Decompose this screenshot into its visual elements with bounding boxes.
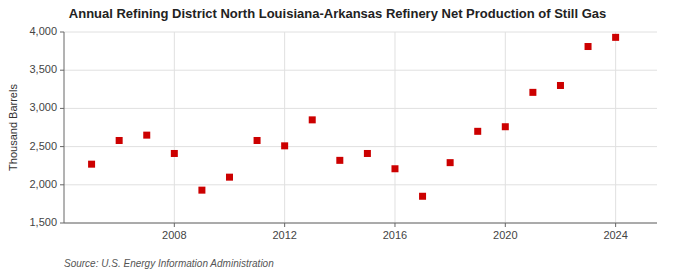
x-tick-label: 2008 [162, 229, 186, 241]
point [143, 132, 150, 139]
y-grid-line [64, 146, 657, 147]
y-axis-line [64, 32, 65, 223]
y-tick-label: 2,000 [29, 178, 57, 190]
y-grid-line [64, 184, 657, 185]
x-tick [615, 223, 616, 227]
y-grid-line [64, 32, 657, 33]
y-tick [60, 70, 64, 71]
x-tick-label: 2012 [272, 229, 296, 241]
point [391, 165, 398, 172]
x-tick [284, 223, 285, 227]
point [529, 89, 536, 96]
y-tick [60, 146, 64, 147]
y-tick [60, 184, 64, 185]
x-grid-line [394, 32, 395, 223]
point [116, 137, 123, 144]
point [419, 193, 426, 200]
y-tick-label: 3,000 [29, 101, 57, 113]
points [88, 34, 619, 200]
y-tick-label: 1,500 [29, 216, 57, 228]
x-tick-label: 2016 [383, 229, 407, 241]
point [585, 43, 592, 50]
y-tick [60, 108, 64, 109]
x-axis-line [64, 223, 657, 224]
chart: 1,500 2,000 2,500 3,000 3,500 4,000 2008 2012 20… [0, 0, 675, 275]
x-tick [394, 223, 395, 227]
grid [64, 32, 657, 223]
point [364, 150, 371, 157]
point [474, 128, 481, 135]
point [226, 174, 233, 181]
axes: 1,500 2,000 2,500 3,000 3,500 4,000 2008 2012 20… [29, 25, 657, 241]
y-axis-label: Thousand Barrels [7, 84, 19, 171]
y-tick-label: 3,500 [29, 63, 57, 75]
point [88, 161, 95, 168]
point [254, 137, 261, 144]
x-tick [505, 223, 506, 227]
y-grid-line [64, 108, 657, 109]
point [502, 123, 509, 130]
point [309, 116, 316, 123]
x-tick-label: 2024 [603, 229, 627, 241]
y-grid-line [64, 70, 657, 71]
y-tick-label: 2,500 [29, 140, 57, 152]
point [171, 150, 178, 157]
point [336, 157, 343, 164]
point [198, 187, 205, 194]
y-tick [60, 223, 64, 224]
point [447, 159, 454, 166]
x-grid-line [615, 32, 616, 223]
y-grid-line [64, 223, 657, 224]
point [281, 142, 288, 149]
y-tick [60, 32, 64, 33]
x-grid-line [174, 32, 175, 223]
x-tick-label: 2020 [493, 229, 517, 241]
title: Annual Refining District North Louisiana… [69, 6, 606, 21]
point [612, 34, 619, 41]
x-grid-line [284, 32, 285, 223]
source-note: Source: U.S. Energy Information Administ… [64, 258, 274, 269]
y-tick-label: 4,000 [29, 25, 57, 37]
x-tick [174, 223, 175, 227]
point [557, 82, 564, 89]
